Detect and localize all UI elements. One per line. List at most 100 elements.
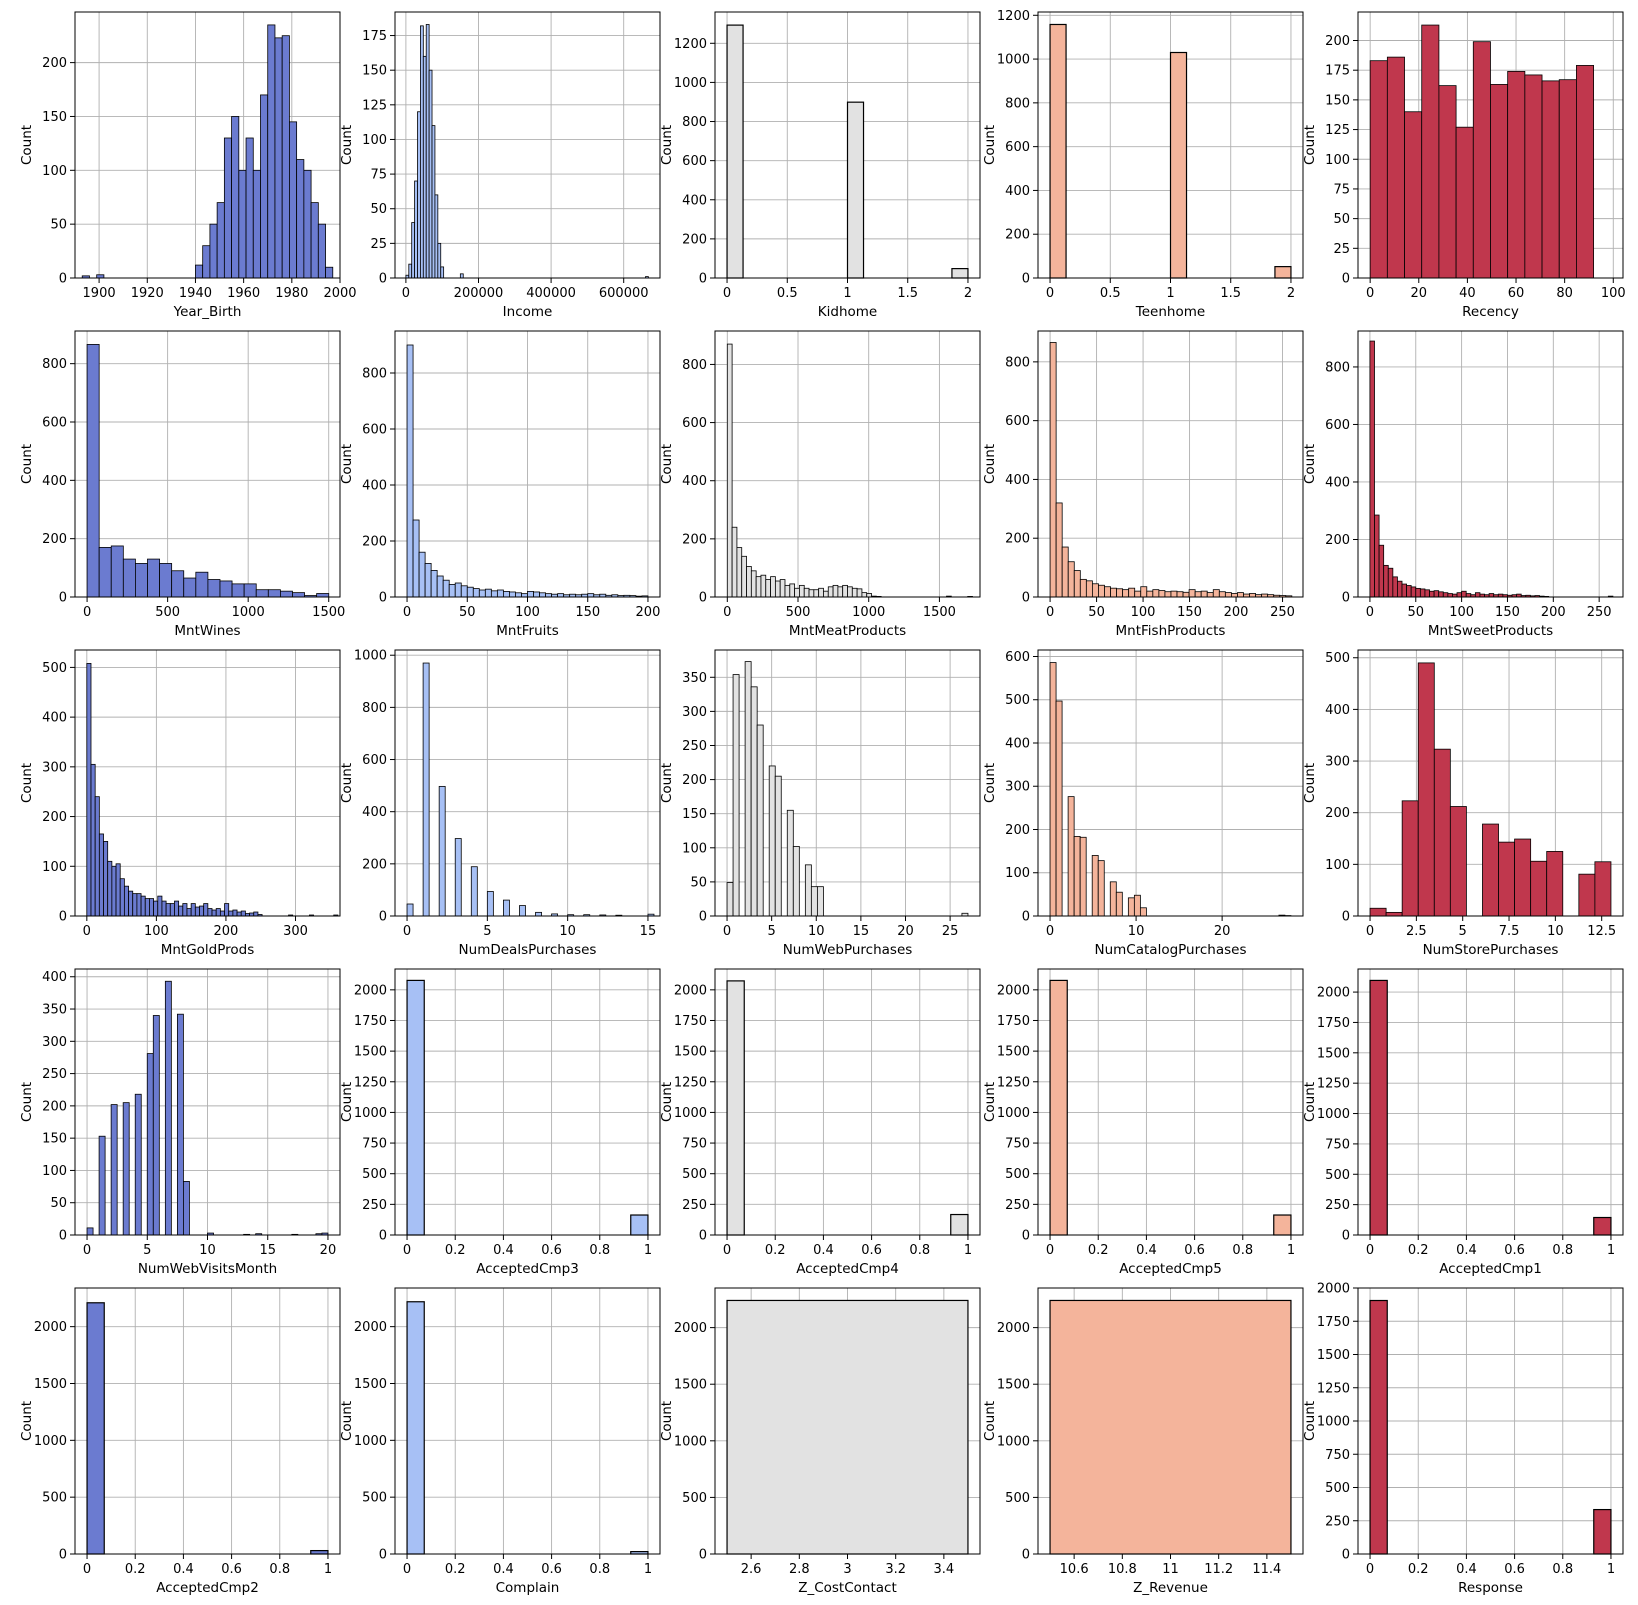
x-tick-label: 1980	[275, 286, 308, 301]
x-axis-label: Income	[503, 304, 553, 320]
histogram-bar	[202, 245, 211, 279]
subplot-mntsweetproducts: 0 50 100 150 200 250 0 200 400 600 800 MntSweetProd…	[1302, 330, 1624, 639]
histogram-bar	[1206, 592, 1214, 598]
histogram-bar	[794, 587, 800, 598]
x-tick-label: 1960	[227, 286, 260, 301]
y-axis-label: Count	[659, 1401, 675, 1441]
histogram-bar	[406, 979, 425, 1236]
histogram-bar	[731, 526, 738, 598]
histogram-bar	[1164, 591, 1172, 598]
histogram-bar	[950, 1213, 969, 1236]
y-axis-label: Count	[659, 125, 675, 165]
y-tick-label: 1000	[997, 1434, 1030, 1449]
histogram-bar	[406, 1301, 425, 1555]
y-tick-label: 400	[362, 479, 387, 494]
y-tick-label: 0	[1342, 1548, 1350, 1563]
histogram-bar	[431, 125, 436, 279]
histogram-bar	[111, 865, 117, 917]
x-tick-label: 0	[723, 924, 731, 939]
y-tick-label: 150	[42, 110, 67, 125]
x-tick-label: 0	[403, 1562, 411, 1577]
y-tick-label: 50	[50, 218, 67, 233]
histogram-bar	[786, 809, 794, 917]
histogram-bar	[316, 593, 330, 598]
histogram-bar	[1369, 979, 1388, 1236]
histogram-bar	[176, 1013, 184, 1236]
y-tick-label: 1500	[674, 1378, 707, 1393]
histogram-bar	[1073, 570, 1081, 598]
histogram-bar	[157, 895, 163, 917]
y-tick-label: 0	[59, 272, 67, 287]
axes-frame	[74, 1287, 341, 1555]
y-tick-label: 200	[1325, 34, 1350, 49]
histogram-bar	[527, 591, 534, 598]
histogram-bar	[207, 908, 213, 917]
histogram-bar	[203, 903, 209, 917]
y-tick-label: 350	[42, 1003, 67, 1018]
histogram-bar	[1218, 591, 1226, 598]
histogram-bar	[260, 94, 269, 279]
y-tick-label: 400	[362, 805, 387, 820]
x-tick-label: 0	[83, 1562, 91, 1577]
x-axis-label: AcceptedCmp2	[156, 1580, 259, 1596]
histogram-bar	[837, 586, 844, 598]
subplot-acceptedcmp1: 0 0.2 0.4 0.6 0.8 1 0 250 500 750 1000 1250 1500 1750…	[1302, 968, 1624, 1277]
histogram-bar	[86, 1227, 94, 1236]
y-tick-label: 750	[362, 1137, 387, 1152]
y-tick-label: 300	[682, 705, 707, 720]
x-tick-label: 5	[768, 924, 776, 939]
x-axis-label: Year_Birth	[173, 304, 242, 320]
y-tick-label: 1000	[674, 76, 707, 91]
histogram-bar	[1237, 592, 1244, 598]
histogram-bar	[503, 591, 510, 598]
histogram-bar	[1455, 126, 1474, 279]
y-tick-label: 75	[1333, 182, 1350, 197]
histogram-bar	[422, 662, 430, 917]
histogram-bar	[1374, 514, 1380, 598]
y-tick-label: 0	[1022, 591, 1030, 606]
histogram-bar	[1385, 911, 1403, 917]
histogram-bar	[823, 590, 829, 598]
subplot-year_birth: 1900 1920 1940 1960 1980 2000 0 50 100 150 200 Year…	[19, 11, 357, 320]
histogram-bar	[94, 796, 100, 917]
histogram-bar	[486, 891, 494, 917]
histogram-bar	[289, 121, 298, 279]
histogram-bar	[792, 846, 800, 917]
y-tick-label: 0	[1342, 910, 1350, 925]
y-tick-label: 0	[379, 272, 387, 287]
y-tick-label: 2000	[674, 1321, 707, 1336]
x-axis-label: MntFruits	[496, 623, 558, 639]
y-tick-label: 500	[42, 661, 67, 676]
histogram-bar	[515, 592, 522, 598]
histogram-bar	[1401, 583, 1407, 598]
histogram-bar	[418, 551, 426, 598]
x-tick-label: 15	[853, 924, 870, 939]
axes-frame	[74, 11, 341, 279]
histogram-bar	[856, 588, 863, 598]
y-tick-label: 1250	[674, 1075, 707, 1090]
histogram-bar	[1091, 583, 1099, 598]
histogram-bar	[281, 35, 290, 279]
x-tick-label: 100	[144, 924, 169, 939]
histogram-bar	[770, 576, 776, 598]
x-tick-label: 0	[723, 605, 731, 620]
y-tick-label: 0	[1342, 1229, 1350, 1244]
histogram-bar	[245, 137, 254, 279]
y-tick-label: 1000	[674, 1434, 707, 1449]
histogram-bar	[1514, 838, 1532, 917]
histogram-bar	[765, 579, 771, 598]
histogram-bar	[1401, 800, 1419, 917]
x-tick-label: 0	[83, 924, 91, 939]
histogram-bar	[1461, 590, 1467, 598]
histogram-bar	[1415, 587, 1421, 598]
histogram-bar	[448, 584, 456, 598]
y-tick-label: 1000	[997, 1106, 1030, 1121]
histogram-bar	[1127, 897, 1135, 917]
y-tick-label: 800	[362, 701, 387, 716]
histogram-bar	[804, 864, 812, 917]
y-tick-label: 0	[699, 591, 707, 606]
histogram-bar	[454, 582, 462, 598]
histogram-bar	[144, 898, 150, 917]
histogram-bar	[741, 555, 747, 598]
histogram-bar	[1170, 590, 1178, 598]
